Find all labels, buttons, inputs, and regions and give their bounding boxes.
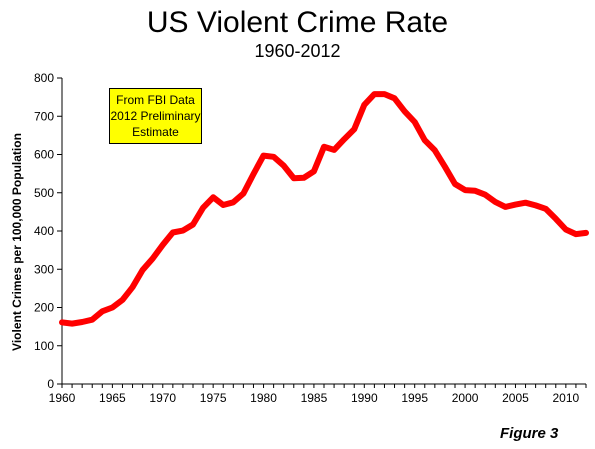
- x-tick-label: 1975: [200, 391, 227, 405]
- x-tick-label: 2000: [452, 391, 479, 405]
- y-tick-label: 0: [47, 377, 54, 391]
- x-tick-label: 1980: [250, 391, 277, 405]
- x-tick-label: 1985: [301, 391, 328, 405]
- figure-label: Figure 3: [500, 425, 559, 442]
- x-tick-label: 1970: [149, 391, 176, 405]
- x-tick-label: 1990: [351, 391, 378, 405]
- x-tick-label: 1960: [49, 391, 76, 405]
- x-tick-label: 1995: [401, 391, 428, 405]
- chart-subtitle: 1960-2012: [254, 41, 341, 61]
- y-tick-label: 600: [34, 148, 54, 162]
- y-tick-label: 700: [34, 109, 54, 123]
- source-note-line-2: 2012 Preliminary: [110, 109, 201, 123]
- source-note-line-1: From FBI Data: [116, 93, 195, 107]
- y-tick-label: 100: [34, 339, 54, 353]
- x-tick-label: 1965: [99, 391, 126, 405]
- source-note: From FBI Data 2012 Preliminary Estimate: [109, 88, 202, 144]
- y-tick-label: 300: [34, 262, 54, 276]
- violent-crime-rate-line: [59, 91, 589, 327]
- x-tick-label: 2005: [502, 391, 529, 405]
- x-axis-ticks: 1960 1965 1970 1975 1980 1985 1990 1995 2000 2005…: [49, 384, 587, 405]
- series-group: [59, 91, 589, 327]
- y-tick-label: 800: [34, 71, 54, 85]
- y-tick-label: 500: [34, 186, 54, 200]
- x-tick-label: 2010: [552, 391, 579, 405]
- y-axis-ticks: 0 100 200 300 400 500 600 700 800: [34, 71, 62, 391]
- chart-title: US Violent Crime Rate: [146, 6, 449, 39]
- source-note-line-3: Estimate: [132, 125, 179, 139]
- y-tick-label: 400: [34, 224, 54, 238]
- y-tick-label: 200: [34, 301, 54, 315]
